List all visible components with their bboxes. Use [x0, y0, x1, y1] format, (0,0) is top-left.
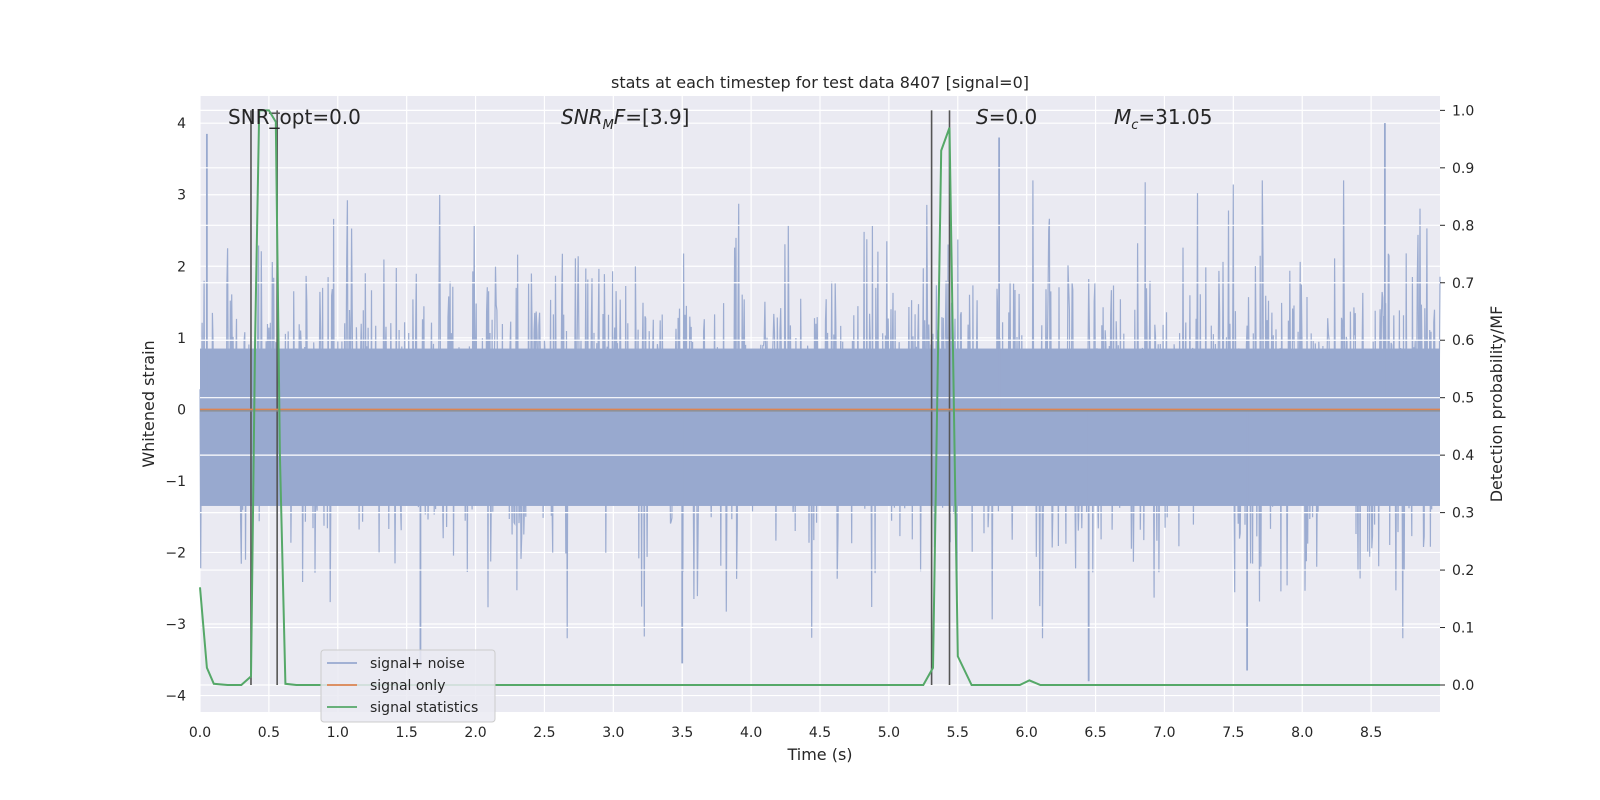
y-right-tick-label: 0.0: [1452, 678, 1474, 694]
y-right-tick-label: 0.5: [1452, 391, 1474, 407]
y-left-axis-label: Whitened strain: [139, 340, 158, 467]
annotation-mc: Mc=31.05: [1114, 105, 1212, 133]
series-signal-noise: [199, 109, 1441, 686]
series-signal-only: [200, 408, 1440, 412]
y-right-tick-label: 0.7: [1452, 276, 1474, 292]
y-right-tick-label: 1.0: [1452, 103, 1474, 119]
x-tick-label: 6.5: [1084, 725, 1106, 741]
y-right-tick-label: 0.4: [1452, 448, 1474, 464]
annotation-s: S=0.0: [976, 105, 1037, 129]
x-tick-label: 7.5: [1222, 725, 1244, 741]
y-right-tick-label: 0.1: [1452, 621, 1474, 637]
chart-title: stats at each timestep for test data 840…: [611, 73, 1029, 92]
y-right-tick-label: 0.2: [1452, 563, 1474, 579]
x-tick-label: 8.0: [1291, 725, 1313, 741]
x-tick-label: 4.5: [809, 725, 831, 741]
x-tick-label: 4.0: [740, 725, 762, 741]
x-tick-label: 1.5: [396, 725, 418, 741]
y-right-axis-ticks: 1.0 0.9 0.8 0.7 0.6 0.5 0.4 0.3 0.2 0.1 0.0: [1440, 103, 1474, 694]
y-left-tick-label: 0: [177, 402, 186, 418]
x-tick-label: 0.0: [189, 725, 211, 741]
x-tick-label: 0.5: [258, 725, 280, 741]
x-tick-label: 3.5: [671, 725, 693, 741]
x-tick-label: 2.5: [533, 725, 555, 741]
y-left-tick-label: 4: [177, 116, 186, 132]
x-tick-label: 5.5: [947, 725, 969, 741]
y-right-axis-label: Detection probability/MF: [1487, 306, 1506, 503]
x-tick-label: 1.0: [327, 725, 349, 741]
legend-label-signal-statistics: signal statistics: [370, 700, 478, 716]
x-tick-label: 8.5: [1360, 725, 1382, 741]
series-signal-statistics: [199, 109, 1440, 686]
signal-statistics-line: [199, 109, 1440, 686]
y-left-tick-label: 3: [177, 188, 186, 204]
y-left-tick-label: −4: [165, 689, 186, 705]
legend-box: [320, 649, 496, 723]
x-axis-ticks: 0.0 0.5 1.0 1.5 2.0 2.5 3.0 3.5 4.0 4.5 5.0 5.5 6.0 6…: [189, 725, 1382, 741]
x-axis-label: Time (s): [786, 745, 852, 764]
x-tick-label: 7.0: [1153, 725, 1175, 741]
y-left-axis-ticks: 4 3 2 1 0 −1 −2 −3 −4: [165, 116, 186, 704]
y-left-tick-label: −2: [165, 545, 186, 561]
legend: signal+ noise signal only signal statist…: [320, 649, 496, 723]
y-left-tick-label: −3: [165, 617, 186, 633]
y-left-tick-label: 2: [177, 259, 186, 275]
legend-label-signal-noise: signal+ noise: [370, 656, 465, 672]
x-tick-label: 2.0: [464, 725, 486, 741]
x-tick-label: 3.0: [602, 725, 624, 741]
signal-noise-band: [200, 348, 1440, 506]
annotation-snr-mf: SNRMF=[3.9]: [561, 105, 689, 133]
y-right-tick-label: 0.9: [1452, 161, 1474, 177]
y-left-tick-label: −1: [165, 474, 186, 490]
x-tick-label: 5.0: [878, 725, 900, 741]
y-left-tick-label: 1: [177, 331, 186, 347]
legend-label-signal-only: signal only: [370, 678, 445, 694]
y-right-tick-label: 0.8: [1452, 218, 1474, 234]
y-right-tick-label: 0.3: [1452, 506, 1474, 522]
y-right-tick-label: 0.6: [1452, 333, 1474, 349]
annotation-snr-opt: SNR_opt=0.0: [228, 105, 361, 129]
x-tick-label: 6.0: [1016, 725, 1038, 741]
